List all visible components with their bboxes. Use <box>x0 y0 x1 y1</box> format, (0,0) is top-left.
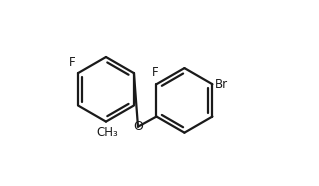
Text: F: F <box>69 57 75 69</box>
Text: O: O <box>133 120 143 133</box>
Text: F: F <box>152 66 159 79</box>
Text: CH₃: CH₃ <box>96 126 118 139</box>
Text: Br: Br <box>215 78 228 91</box>
